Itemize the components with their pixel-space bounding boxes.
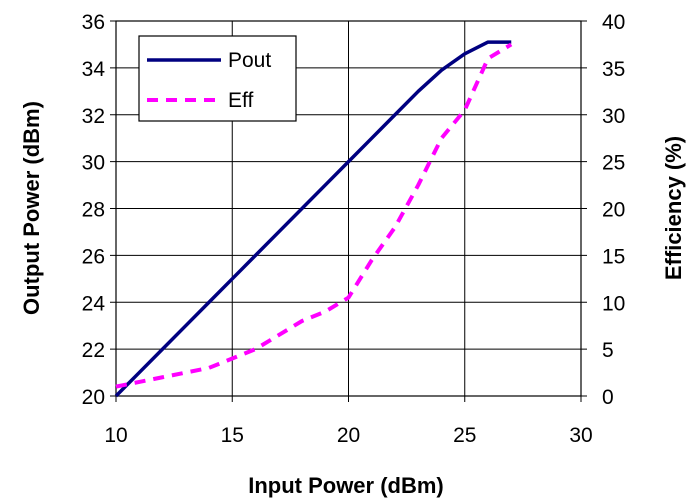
series-layer: [114, 40, 513, 398]
y2-tick-label: 40: [602, 11, 625, 34]
x-tick-label: 20: [337, 424, 360, 447]
y-tick-label: 26: [82, 245, 105, 268]
x-axis-title: Input Power (dBm): [248, 473, 444, 498]
x-axis-ticks: 10 15 20 25 30: [104, 396, 593, 447]
x-tick-label: 25: [453, 424, 476, 447]
y-tick-label: 32: [82, 105, 105, 128]
y2-axis-title: Efficiency (%): [661, 136, 686, 280]
y2-axis-ticks: 0 5 10 15 20 25 30 35 40: [581, 11, 625, 409]
legend-box: [138, 35, 297, 122]
y-tick-label: 36: [82, 11, 105, 34]
y-axis-title: Output Power (dBm): [19, 101, 44, 315]
y2-tick-label: 35: [602, 58, 625, 81]
y2-tick-label: 0: [602, 386, 614, 409]
legend-label-eff: Eff: [228, 89, 253, 112]
y2-tick-label: 5: [602, 339, 614, 362]
y-tick-label: 22: [82, 339, 105, 362]
x-tick-label: 10: [104, 424, 127, 447]
legend: Pout Eff: [138, 35, 297, 122]
y2-tick-label: 10: [602, 292, 625, 315]
y-tick-label: 24: [82, 292, 106, 315]
x-tick-label: 15: [221, 424, 244, 447]
y-tick-label: 30: [82, 152, 105, 175]
legend-label-pout: Pout: [228, 49, 271, 72]
y-tick-label: 20: [82, 386, 105, 409]
y2-tick-label: 20: [602, 199, 625, 222]
series-line-eff: [115, 42, 513, 389]
x-tick-label: 30: [569, 424, 592, 447]
y2-tick-label: 25: [602, 152, 625, 175]
series-line-pout: [114, 40, 512, 398]
y-tick-label: 28: [82, 199, 105, 222]
y2-tick-label: 15: [602, 245, 625, 268]
y-axis-ticks: 20 22 24 26 28 30 32 34 36: [82, 11, 116, 409]
y2-tick-label: 30: [602, 105, 625, 128]
y-tick-label: 34: [82, 58, 106, 81]
